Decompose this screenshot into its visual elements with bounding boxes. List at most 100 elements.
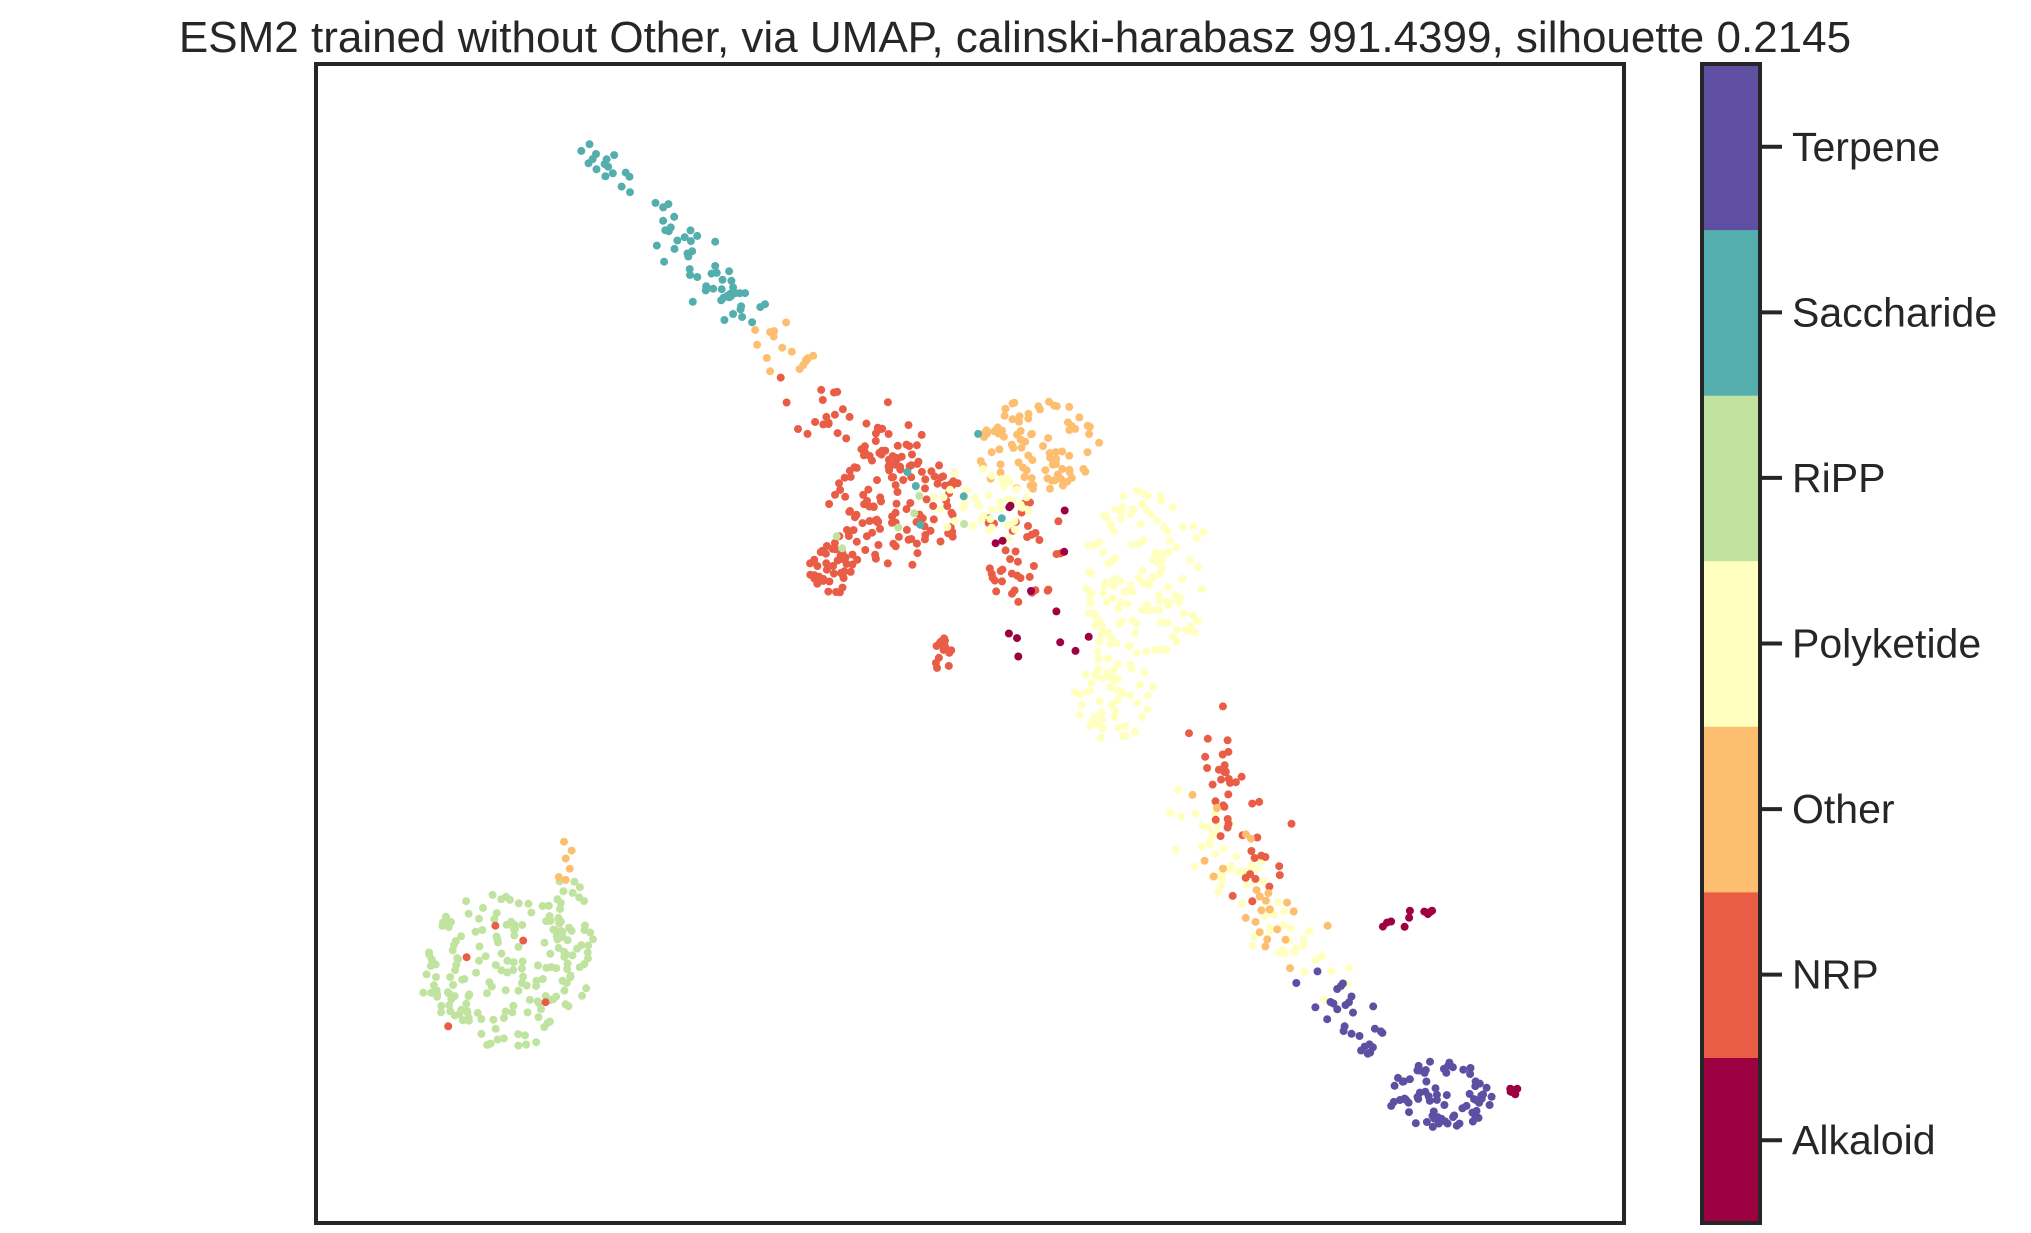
scatter-point-other bbox=[1241, 913, 1250, 922]
scatter-point-nrp bbox=[848, 560, 857, 569]
scatter-point-ripp bbox=[499, 1013, 508, 1022]
scatter-point-polyketide bbox=[1168, 633, 1177, 641]
scatter-point-ripp bbox=[510, 931, 519, 940]
scatter-point-other bbox=[1265, 905, 1274, 914]
scatter-point-polyketide bbox=[1132, 619, 1141, 628]
scatter-point-terpene bbox=[1368, 1043, 1377, 1052]
scatter-point-other bbox=[561, 854, 570, 863]
scatter-point-nrp bbox=[939, 645, 948, 654]
scatter-point-alkaloid bbox=[1014, 652, 1023, 661]
scatter-point-ripp bbox=[960, 520, 969, 528]
scatter-point-polyketide bbox=[1280, 907, 1289, 916]
scatter-point-nrp bbox=[860, 500, 869, 509]
scatter-point-other bbox=[1000, 411, 1009, 420]
scatter-point-polyketide bbox=[1133, 487, 1142, 495]
scatter-point-polyketide bbox=[1178, 523, 1187, 531]
scatter-point-saccharide bbox=[626, 188, 634, 197]
scatter-point-nrp bbox=[852, 537, 861, 546]
scatter-point-ripp bbox=[832, 532, 841, 541]
scatter-point-nrp bbox=[1275, 871, 1284, 880]
colorbar-segment-saccharide bbox=[1702, 229, 1760, 396]
scatter-point-other bbox=[1051, 448, 1060, 457]
scatter-point-polyketide bbox=[1099, 548, 1108, 557]
scatter-point-nrp bbox=[1016, 574, 1025, 582]
scatter-point-terpene bbox=[1442, 1091, 1451, 1100]
scatter-point-other bbox=[1261, 896, 1270, 905]
scatter-point-nrp bbox=[893, 441, 902, 450]
scatter-point-other bbox=[753, 340, 762, 349]
scatter-point-nrp bbox=[1248, 799, 1257, 808]
scatter-point-saccharide bbox=[711, 237, 720, 246]
scatter-point-alkaloid bbox=[1052, 607, 1061, 616]
scatter-point-polyketide bbox=[1077, 700, 1086, 709]
scatter-point-saccharide bbox=[601, 172, 610, 181]
scatter-point-polyketide bbox=[1114, 723, 1123, 732]
scatter-point-terpene bbox=[1440, 1101, 1449, 1109]
scatter-point-nrp bbox=[891, 481, 900, 490]
scatter-point-terpene bbox=[1411, 1119, 1420, 1128]
scatter-point-saccharide bbox=[748, 318, 757, 327]
scatter-point-polyketide bbox=[1085, 568, 1094, 577]
scatter-point-nrp bbox=[1220, 761, 1229, 770]
scatter-point-nrp bbox=[1223, 823, 1232, 832]
scatter-point-ripp bbox=[584, 954, 592, 963]
scatter-point-polyketide bbox=[1131, 628, 1140, 637]
scatter-point-ripp bbox=[488, 890, 497, 899]
scatter-point-nrp bbox=[1231, 778, 1240, 787]
scatter-point-saccharide bbox=[719, 293, 728, 302]
scatter-point-terpene bbox=[1347, 1029, 1356, 1038]
scatter-point-other bbox=[990, 427, 999, 436]
scatter-point-ripp bbox=[501, 1007, 510, 1016]
scatter-point-other bbox=[1212, 804, 1221, 812]
scatter-point-nrp bbox=[896, 462, 905, 471]
scatter-point-terpene bbox=[1333, 985, 1342, 993]
scatter-point-polyketide bbox=[1219, 844, 1228, 853]
scatter-point-polyketide bbox=[1119, 732, 1128, 740]
scatter-point-ripp bbox=[442, 912, 450, 921]
scatter-point-other bbox=[1041, 466, 1050, 475]
scatter-point-alkaloid bbox=[1013, 634, 1021, 643]
scatter-point-nrp bbox=[1214, 765, 1223, 774]
scatter-point-polyketide bbox=[1117, 617, 1126, 626]
scatter-point-nrp bbox=[1253, 833, 1262, 842]
scatter-point-polyketide bbox=[1163, 527, 1172, 536]
scatter-point-polyketide bbox=[1104, 654, 1113, 663]
scatter-point-polyketide bbox=[996, 497, 1005, 506]
scatter-point-ripp bbox=[463, 1008, 472, 1017]
scatter-point-nrp bbox=[948, 510, 957, 519]
scatter-point-ripp bbox=[483, 1040, 492, 1049]
scatter-point-other bbox=[1255, 928, 1264, 937]
scatter-point-saccharide bbox=[621, 168, 630, 177]
scatter-point-terpene bbox=[1347, 992, 1356, 1001]
scatter-point-polyketide bbox=[1199, 528, 1208, 537]
scatter-point-terpene bbox=[1396, 1096, 1404, 1104]
scatter-point-ripp bbox=[554, 943, 563, 952]
scatter-point-polyketide bbox=[1179, 609, 1188, 618]
scatter-point-polyketide bbox=[946, 485, 955, 494]
scatter-point-nrp bbox=[885, 459, 894, 468]
scatter-point-polyketide bbox=[1214, 887, 1223, 896]
scatter-point-alkaloid bbox=[1420, 907, 1429, 916]
scatter-point-polyketide bbox=[1186, 622, 1195, 631]
scatter-point-alkaloid bbox=[1378, 922, 1387, 931]
scatter-point-polyketide bbox=[1243, 881, 1252, 890]
scatter-point-ripp bbox=[533, 961, 542, 970]
scatter-point-ripp bbox=[562, 950, 571, 959]
scatter-point-polyketide bbox=[1152, 516, 1161, 525]
scatter-point-polyketide bbox=[1104, 672, 1113, 681]
scatter-point-polyketide bbox=[1157, 645, 1166, 654]
scatter-point-nrp bbox=[883, 398, 892, 407]
scatter-point-ripp bbox=[514, 1030, 523, 1039]
scatter-point-polyketide bbox=[1003, 521, 1012, 530]
scatter-point-nrp bbox=[933, 479, 942, 488]
scatter-point-terpene bbox=[1333, 1005, 1342, 1014]
scatter-point-nrp bbox=[1241, 873, 1250, 882]
scatter-point-nrp bbox=[822, 559, 831, 568]
scatter-point-nrp bbox=[813, 579, 822, 588]
scatter-point-nrp bbox=[1052, 550, 1061, 559]
scatter-point-polyketide bbox=[985, 526, 994, 535]
scatter-point-nrp bbox=[821, 549, 830, 558]
scatter-point-ripp bbox=[518, 957, 527, 966]
scatter-point-ripp bbox=[570, 877, 579, 886]
scatter-point-polyketide bbox=[1090, 712, 1099, 721]
